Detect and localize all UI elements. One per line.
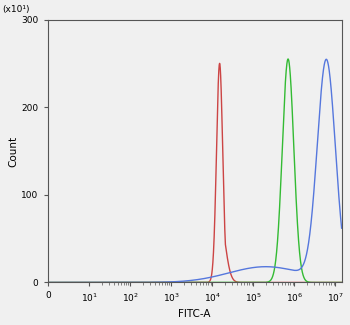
Text: (x10¹): (x10¹) — [2, 5, 29, 14]
X-axis label: FITC-A: FITC-A — [178, 309, 211, 319]
Y-axis label: Count: Count — [8, 136, 19, 167]
